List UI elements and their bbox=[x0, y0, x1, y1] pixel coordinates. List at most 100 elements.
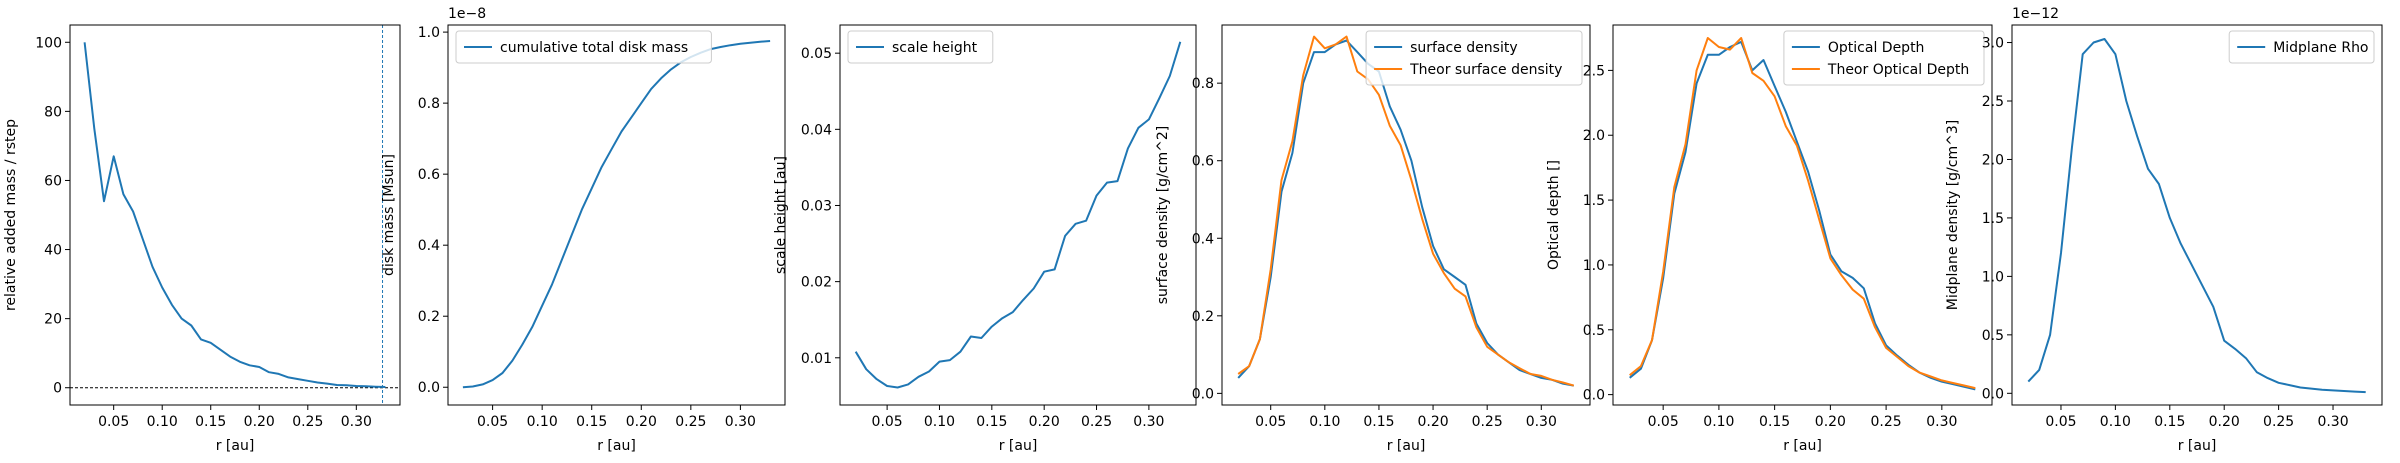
chart-panel-5: 0.05 0.10 0.15 0.20 0.25 0.30 0.0 0.5 1.0 1.5 2.0 2… bbox=[1546, 24, 1993, 454]
axes-frame bbox=[2011, 24, 2383, 406]
y-tick-label: 0.03 bbox=[801, 198, 832, 214]
y-tick-label: 80 bbox=[44, 104, 62, 120]
series-line-2 bbox=[1237, 35, 1575, 387]
chart-panel-3: 0.05 0.10 0.15 0.20 0.25 0.30 0.01 0.02 0.03 0.04… bbox=[773, 24, 1197, 454]
legend-label: surface density bbox=[1410, 40, 1518, 56]
y-tick-label: 60 bbox=[44, 173, 62, 189]
series-line-2 bbox=[1629, 37, 1976, 390]
x-tick-label: 0.30 bbox=[341, 414, 372, 430]
series-line-1 bbox=[462, 40, 771, 389]
axis-offset-text: 1e−8 bbox=[448, 6, 486, 22]
chart-panel-2: 0.05 0.10 0.15 0.20 0.25 0.30 0.0 0.2 0.4 0.6 0.8 1… bbox=[381, 6, 786, 454]
legend: Optical Depth Theor Optical Depth bbox=[1783, 30, 1985, 86]
x-axis-label: r [au] bbox=[597, 438, 636, 454]
x-tick-label: 0.15 bbox=[576, 414, 607, 430]
x-tick-label: 0.20 bbox=[244, 414, 275, 430]
x-tick-label: 0.20 bbox=[1815, 414, 1846, 430]
legend-label: scale height bbox=[892, 40, 978, 56]
x-tick-label: 0.20 bbox=[626, 414, 657, 430]
x-tick-label: 0.15 bbox=[195, 414, 226, 430]
y-tick-label: 0.8 bbox=[1192, 76, 1214, 92]
y-tick-label: 100 bbox=[35, 35, 62, 51]
y-tick-label: 0.01 bbox=[801, 351, 832, 367]
legend-label: Midplane Rho bbox=[2273, 40, 2368, 56]
axes-frame bbox=[1612, 24, 1993, 406]
x-tick-label: 0.05 bbox=[2045, 414, 2076, 430]
x-tick-label: 0.25 bbox=[2263, 414, 2294, 430]
axes-frame bbox=[447, 24, 786, 406]
legend: cumulative total disk mass bbox=[455, 30, 712, 64]
y-tick-label: 1.5 bbox=[1583, 193, 1605, 209]
axes-frame bbox=[1221, 24, 1591, 406]
y-axis-label: scale height [au] bbox=[773, 156, 789, 274]
y-tick-label: 0.4 bbox=[1192, 231, 1214, 247]
y-tick-label: 2.0 bbox=[1583, 128, 1605, 144]
y-tick-label: 0.2 bbox=[1192, 309, 1214, 325]
x-tick-label: 0.25 bbox=[1871, 414, 1902, 430]
x-tick-label: 0.30 bbox=[1526, 414, 1557, 430]
x-tick-label: 0.10 bbox=[2100, 414, 2131, 430]
y-tick-label: 0.0 bbox=[418, 380, 440, 396]
x-tick-label: 0.10 bbox=[1703, 414, 1734, 430]
y-tick-label: 0.05 bbox=[801, 46, 832, 62]
legend: scale height bbox=[847, 30, 994, 64]
y-tick-label: 1.0 bbox=[1583, 258, 1605, 274]
legend-box bbox=[1365, 30, 1583, 86]
x-tick-label: 0.25 bbox=[1081, 414, 1112, 430]
y-tick-label: 3.0 bbox=[1982, 36, 2004, 52]
y-tick-label: 0.6 bbox=[418, 167, 440, 183]
legend: surface density Theor surface density bbox=[1365, 30, 1583, 86]
x-tick-label: 0.05 bbox=[98, 414, 129, 430]
x-tick-label: 0.30 bbox=[1133, 414, 1164, 430]
y-axis-label: relative added mass / rstep bbox=[3, 119, 19, 311]
legend-box bbox=[455, 30, 712, 64]
y-tick-label: 0 bbox=[53, 381, 62, 397]
y-tick-label: 0.6 bbox=[1192, 154, 1214, 170]
x-tick-label: 0.15 bbox=[1759, 414, 1790, 430]
y-tick-label: 2.5 bbox=[1583, 63, 1605, 79]
y-tick-label: 40 bbox=[44, 243, 62, 259]
x-tick-label: 0.10 bbox=[924, 414, 955, 430]
x-tick-label: 0.15 bbox=[976, 414, 1007, 430]
legend-box bbox=[847, 30, 994, 64]
y-tick-label: 0.02 bbox=[801, 275, 832, 291]
y-tick-label: 0.5 bbox=[1583, 323, 1605, 339]
y-tick-label: 0.4 bbox=[418, 238, 440, 254]
x-tick-label: 0.30 bbox=[725, 414, 756, 430]
chart-panel-6: 0.05 0.10 0.15 0.20 0.25 0.30 0.0 0.5 1.0 1.5 2.0 2… bbox=[1945, 6, 2383, 454]
y-axis-label: disk mass [Msun] bbox=[381, 154, 397, 276]
x-tick-label: 0.10 bbox=[1309, 414, 1340, 430]
legend-label: cumulative total disk mass bbox=[500, 40, 688, 56]
axes-frame bbox=[839, 24, 1197, 406]
x-tick-label: 0.20 bbox=[2209, 414, 2240, 430]
series-line-1 bbox=[83, 42, 386, 388]
y-tick-label: 0.0 bbox=[1192, 386, 1214, 402]
x-tick-label: 0.10 bbox=[527, 414, 558, 430]
x-tick-label: 0.20 bbox=[1417, 414, 1448, 430]
y-axis-label: surface density [g/cm^2] bbox=[1155, 126, 1171, 304]
legend-box bbox=[1783, 30, 1985, 86]
y-tick-label: 0.0 bbox=[1982, 386, 2004, 402]
x-tick-label: 0.25 bbox=[292, 414, 323, 430]
x-tick-label: 0.15 bbox=[2154, 414, 2185, 430]
legend: Midplane Rho bbox=[2228, 30, 2375, 64]
y-tick-label: 0.04 bbox=[801, 122, 832, 138]
axis-offset-text: 1e−12 bbox=[2012, 6, 2059, 22]
axes-frame bbox=[69, 24, 401, 406]
y-tick-label: 2.0 bbox=[1982, 152, 2004, 168]
x-axis-label: r [au] bbox=[216, 438, 255, 454]
y-tick-label: 0.0 bbox=[1583, 388, 1605, 404]
y-axis-label: Optical depth [] bbox=[1546, 160, 1562, 270]
y-tick-label: 1.0 bbox=[1982, 269, 2004, 285]
x-tick-label: 0.05 bbox=[1648, 414, 1679, 430]
x-tick-label: 0.10 bbox=[147, 414, 178, 430]
legend-box bbox=[2228, 30, 2375, 64]
chart-panel-4: 0.05 0.10 0.15 0.20 0.25 0.30 0.0 0.2 0.4 0.6 0.8 r… bbox=[1155, 24, 1591, 454]
x-tick-label: 0.05 bbox=[1255, 414, 1286, 430]
y-tick-label: 20 bbox=[44, 312, 62, 328]
x-tick-label: 0.30 bbox=[2317, 414, 2348, 430]
y-axis-label: Midplane density [g/cm^3] bbox=[1945, 120, 1961, 310]
y-tick-label: 0.2 bbox=[418, 309, 440, 325]
series-line-1 bbox=[1237, 39, 1574, 387]
